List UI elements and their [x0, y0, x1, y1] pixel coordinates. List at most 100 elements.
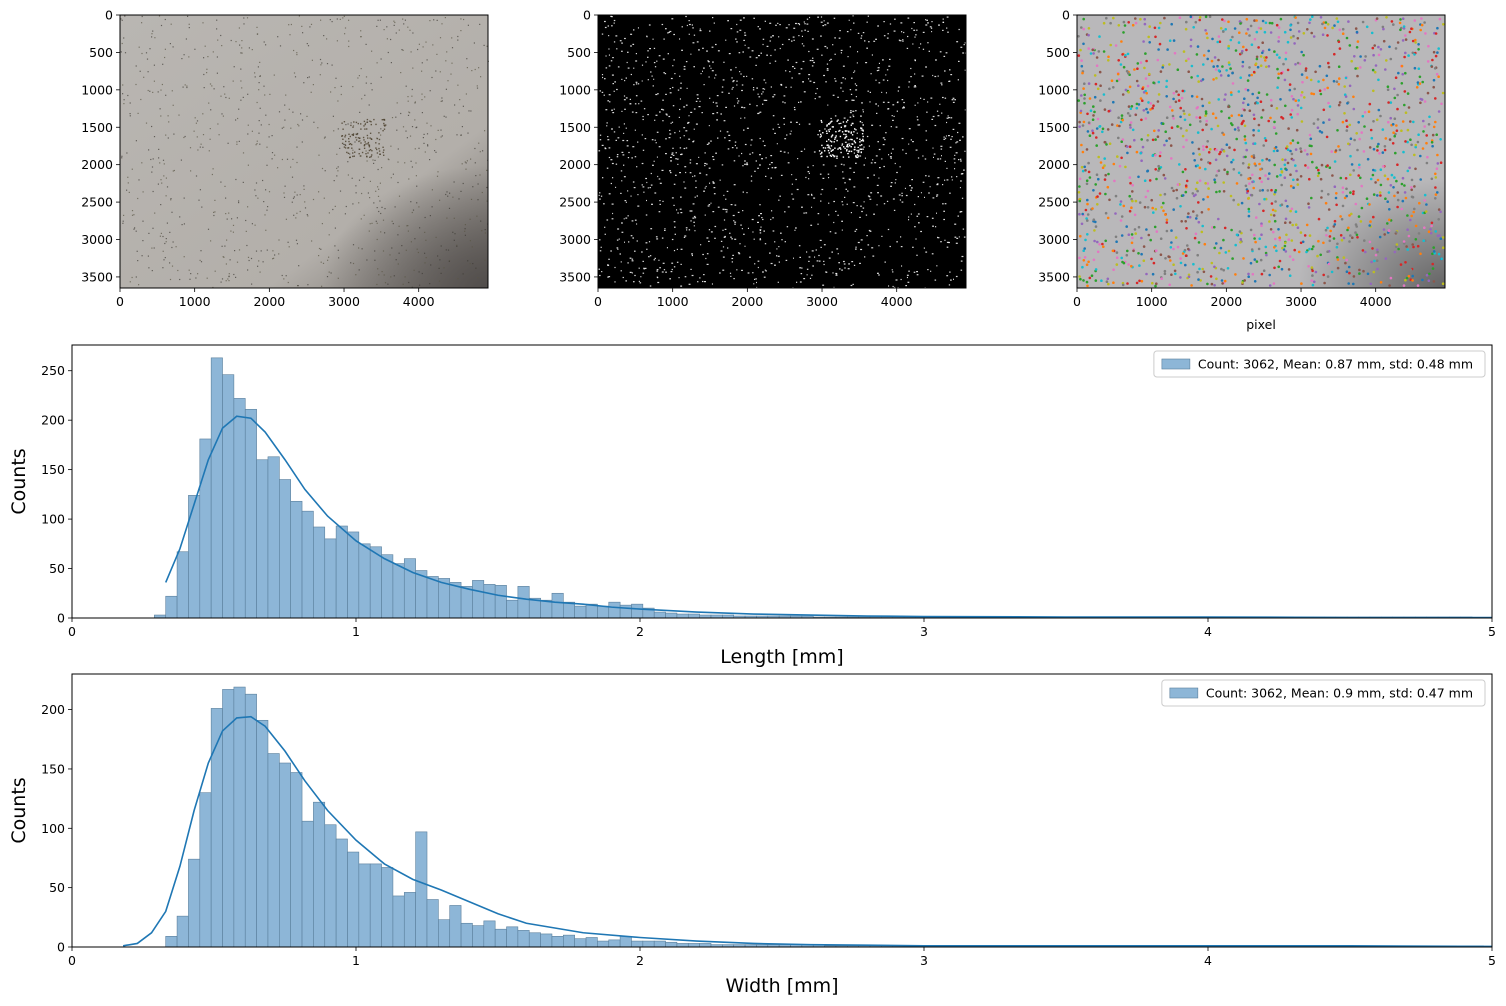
mask-particle [607, 276, 609, 278]
photo-speck [193, 130, 195, 132]
mask-particle [697, 97, 699, 100]
photo-speck [345, 124, 347, 126]
photo-speck [256, 143, 258, 145]
labeled-particle [1414, 145, 1417, 149]
labeled-particle [1359, 55, 1362, 58]
photo-speck [154, 212, 156, 214]
labeled-particle [1157, 80, 1161, 84]
mask-particle [738, 52, 741, 54]
labeled-particle [1411, 39, 1415, 43]
mask-particle [750, 144, 752, 146]
mask-particle [601, 91, 604, 93]
mask-particle [876, 112, 878, 114]
mask-particle [848, 130, 850, 133]
mask-particle [960, 260, 963, 262]
labeled-particle [1161, 66, 1164, 69]
labeled-particle [1349, 234, 1352, 237]
mask-particle [852, 202, 855, 204]
mask-particle [957, 79, 959, 81]
mask-particle [640, 100, 643, 102]
labeled-particle [1372, 120, 1375, 123]
mask-particle [642, 186, 645, 188]
mask-particle [829, 148, 832, 150]
labeled-particle [1419, 101, 1422, 105]
photo-speck [304, 201, 306, 203]
photo-speck [378, 132, 380, 134]
labeled-particle [1404, 38, 1408, 41]
labeled-particle [1230, 114, 1233, 117]
photo-speck [431, 76, 433, 79]
mask-particle [903, 101, 905, 104]
mask-particle [860, 37, 862, 39]
mask-particle [807, 30, 809, 32]
labeled-particle [1430, 221, 1434, 225]
labeled-particle [1248, 74, 1251, 77]
photo-speck [220, 281, 222, 283]
labeled-particle [1218, 251, 1221, 255]
labeled-particle [1268, 284, 1272, 287]
mask-particle [854, 146, 856, 148]
mask-particle [921, 75, 924, 77]
photo-speck [148, 232, 150, 234]
mask-particle [677, 89, 680, 91]
mask-particle [621, 50, 623, 52]
photo-speck [414, 102, 416, 104]
mask-particle [853, 186, 856, 188]
labeled-particle [1174, 236, 1178, 239]
mask-particle [882, 101, 885, 103]
labeled-particle [1232, 198, 1235, 202]
photo-speck [162, 235, 164, 238]
mask-particle [638, 103, 640, 105]
labeled-particle [1147, 35, 1150, 39]
mask-particle [713, 193, 716, 195]
mask-particle [813, 61, 815, 64]
mask-particle [695, 163, 698, 165]
mask-particle [828, 130, 830, 133]
mask-particle [844, 130, 847, 132]
mask-particle [866, 47, 868, 49]
labeled-particle [1137, 252, 1140, 255]
labeled-particle [1264, 139, 1268, 142]
mask-particle [957, 215, 959, 217]
labeled-particle [1205, 145, 1208, 149]
mask-particle [898, 86, 901, 88]
labeled-particle [1229, 194, 1233, 198]
labeled-particle [1202, 63, 1205, 66]
mask-particle [883, 35, 886, 37]
labeled-particle [1200, 230, 1204, 234]
photo-speck [425, 41, 427, 43]
photo-speck [213, 88, 215, 90]
mask-particle [931, 118, 934, 120]
labeled-particle [1121, 283, 1125, 287]
labeled-particle [1163, 143, 1166, 147]
photo-speck [258, 260, 260, 262]
labeled-particle [1432, 280, 1436, 283]
photo-speck [369, 132, 372, 134]
mask-particle [801, 267, 803, 269]
mask-particle [929, 26, 932, 28]
mask-particle [625, 217, 628, 219]
labeled-particle [1275, 249, 1278, 253]
labeled-particle [1242, 45, 1245, 49]
photo-speck [127, 176, 129, 178]
x-tick-label: 0 [116, 294, 124, 309]
labeled-particle [1179, 106, 1182, 110]
photo-speck [366, 160, 368, 162]
mask-particle [960, 180, 962, 182]
labeled-particle [1208, 15, 1212, 18]
photo-speck [237, 117, 239, 120]
labeled-particle [1093, 229, 1096, 232]
mask-particle [607, 25, 609, 27]
labeled-particle [1077, 99, 1080, 102]
mask-particle [634, 274, 636, 277]
mask-particle [931, 217, 934, 219]
mask-particle [853, 171, 855, 173]
photo-speck [440, 129, 442, 131]
mask-particle [662, 99, 664, 101]
mask-particle [661, 169, 664, 171]
y-tick-label: 3500 [559, 269, 591, 284]
mask-particle [828, 145, 830, 147]
labeled-particle [1299, 147, 1302, 150]
photo-speck [398, 195, 401, 197]
mask-particle [952, 128, 955, 130]
